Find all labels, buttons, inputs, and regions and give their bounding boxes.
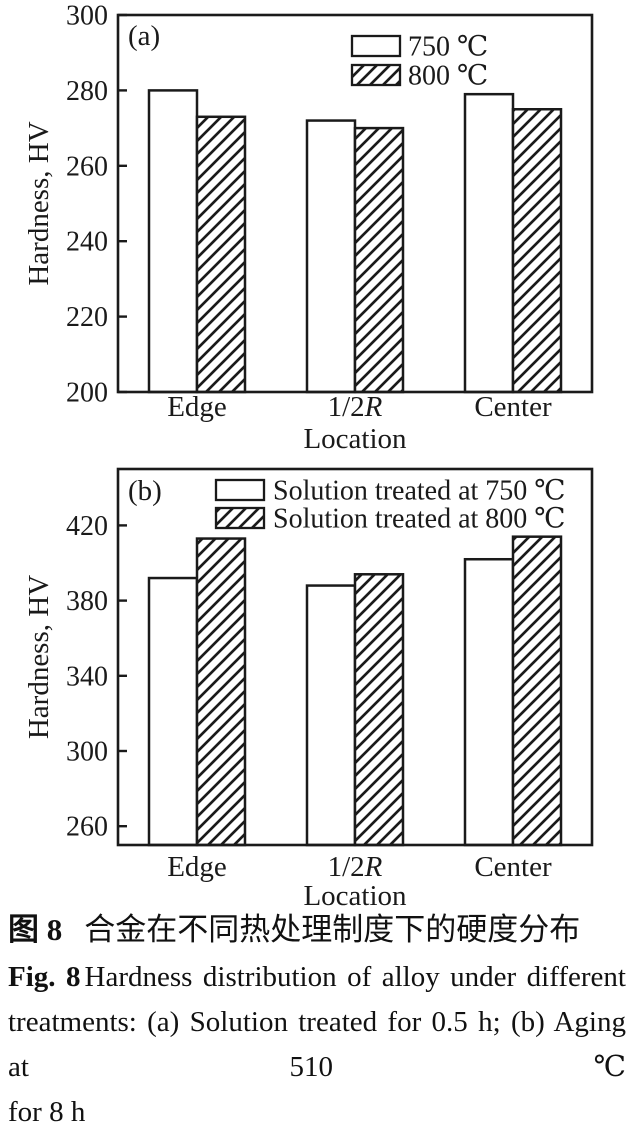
y-tick-label: 260 <box>66 812 108 843</box>
caption-english-line-2: treatments: (a) Solution treated for 0.5… <box>8 1000 626 1090</box>
plot-frame <box>116 13 594 394</box>
y-tick-label: 220 <box>66 302 108 333</box>
legend-label-2: 800 ℃ <box>408 61 488 92</box>
y-tick-label: 300 <box>66 1 108 32</box>
caption-english-text-2: treatments: (a) Solution treated for 0.5… <box>8 1006 626 1083</box>
bar-1/2r-series-1 <box>305 119 357 394</box>
x-category-label: Center <box>474 851 552 883</box>
plot-frame <box>116 467 594 847</box>
legend-label-1: Solution treated at 750 ℃ <box>273 476 566 507</box>
y-tick-label: 300 <box>66 737 108 768</box>
x-category-label: Center <box>474 391 552 423</box>
legend-swatch-1 <box>350 34 402 58</box>
caption-chinese-text: 合金在不同热处理制度下的硬度分布 <box>84 912 581 947</box>
bar-center-series-1 <box>463 557 515 847</box>
bar-1/2r-series-1 <box>305 584 357 847</box>
y-tick-label: 420 <box>66 511 108 542</box>
y-tick-label: 380 <box>66 586 108 617</box>
x-axis-title: Location <box>303 880 407 910</box>
caption-english-text-3: for 8 h <box>8 1096 86 1128</box>
x-axis-title: Location <box>303 423 407 455</box>
y-tick-label: 240 <box>66 227 108 258</box>
x-category-label: Edge <box>167 851 227 883</box>
caption-english-line-3: for 8 h <box>8 1090 626 1135</box>
legend-swatch-2 <box>214 506 266 530</box>
chart-b-hardness-aged: 260 300 340 380 420 Hardness, HV Edge 1/2R Cente… <box>23 467 594 910</box>
y-tick-label: 280 <box>66 76 108 107</box>
bar-edge-series-1 <box>147 576 199 847</box>
bar-1/2r-series-2 <box>353 126 405 394</box>
legend-swatch-1 <box>214 478 266 502</box>
bar-edge-series-1 <box>147 89 199 394</box>
y-tick-label: 200 <box>66 378 108 409</box>
bar-1/2r-series-2 <box>353 573 405 847</box>
caption-chinese-label: 图 8 <box>8 912 63 947</box>
y-axis-title: Hardness, HV <box>23 575 55 739</box>
y-axis-title: Hardness, HV <box>23 121 55 285</box>
bar-edge-series-2 <box>195 537 247 847</box>
y-tick-label: 340 <box>66 661 108 692</box>
legend-swatch-2 <box>350 63 402 87</box>
x-category-label: Edge <box>167 391 227 423</box>
y-tick-label: 260 <box>66 151 108 182</box>
bar-center-series-2 <box>511 108 563 394</box>
caption-english-line-1: Fig. 8 Hardness distribution of alloy und… <box>8 955 626 1000</box>
panel-label: (a) <box>128 20 160 52</box>
caption-english-text-1: Hardness distribution of alloy under dif… <box>84 961 627 993</box>
x-category-label: 1/2R <box>328 851 383 883</box>
caption-chinese: 图 8 合金在不同热处理制度下的硬度分布 <box>8 908 626 952</box>
legend-label-2: Solution treated at 800 ℃ <box>273 504 566 535</box>
x-category-label: 1/2R <box>328 391 383 423</box>
figure-caption: 图 8 合金在不同热处理制度下的硬度分布 Fig. 8 Hardness distr… <box>8 908 626 1135</box>
caption-english-label: Fig. 8 <box>8 961 81 993</box>
panel-label: (b) <box>128 475 162 507</box>
figure-8: 200 220 240 260 280 300 Hardness, HV Edge 1/2R Ce… <box>8 0 626 1128</box>
bar-center-series-2 <box>511 535 563 847</box>
bar-center-series-1 <box>463 92 515 394</box>
chart-a-hardness-solution-treated: 200 220 240 260 280 300 Hardness, HV Edge 1/2R Ce… <box>23 1 594 455</box>
bar-edge-series-2 <box>195 115 247 394</box>
legend-label-1: 750 ℃ <box>408 32 488 63</box>
